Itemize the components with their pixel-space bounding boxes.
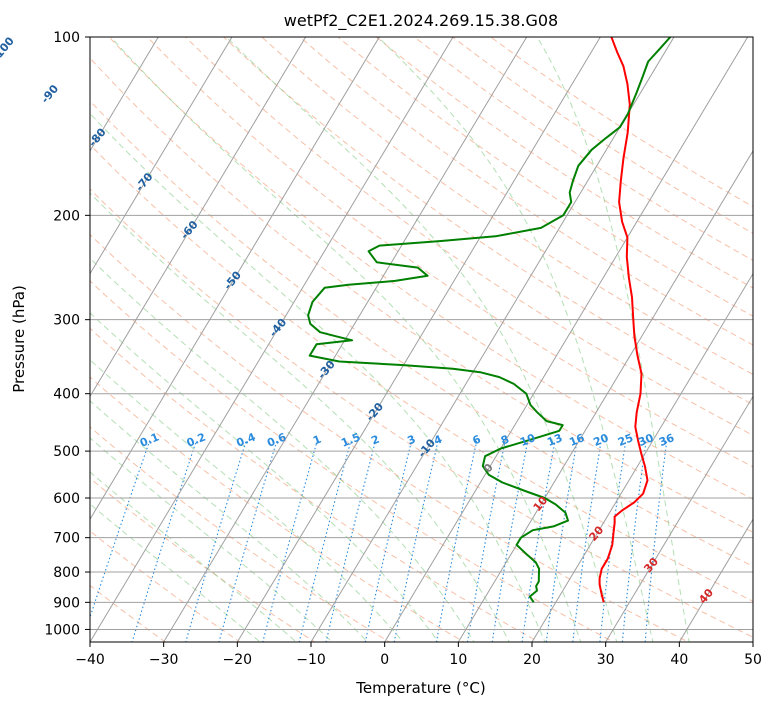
- mixing-ratio-line: [262, 440, 318, 642]
- x-tick-label: 40: [670, 652, 688, 668]
- moist-adiabat: [90, 312, 440, 642]
- x-axis: −40 −30 −20 −10 0 10 20 30 40 50: [75, 642, 762, 668]
- isotherm-line: [531, 272, 753, 642]
- isotherm-line: [310, 37, 675, 642]
- dewpoint-line: [307, 37, 672, 603]
- mixing-ratio-label: 36: [657, 431, 676, 449]
- y-tick-label: 300: [53, 313, 80, 329]
- dry-adiabat: [90, 376, 466, 642]
- isotherm-line: [678, 518, 753, 642]
- y-tick-label: 600: [53, 491, 80, 507]
- x-tick-label: −10: [296, 652, 326, 668]
- mixing-ratio-label: 20: [591, 431, 610, 449]
- isotherm-line: [90, 37, 380, 521]
- isotherm-line: [236, 37, 601, 642]
- dry-adiabat: [90, 584, 167, 642]
- isotherm-line: [90, 37, 454, 642]
- mixing-ratio-line: [218, 440, 278, 642]
- mixing-ratio-label: 10: [518, 431, 537, 449]
- isotherm-line: [90, 37, 233, 275]
- moist-adiabat: [90, 471, 298, 642]
- isotherm-line: [90, 37, 307, 398]
- dry-adiabat: [90, 477, 316, 642]
- isotherm-line: [90, 37, 159, 152]
- moist-adiabat: [90, 112, 546, 642]
- isotherm-line: [605, 395, 753, 642]
- x-tick-label: 0: [380, 652, 389, 668]
- dry-adiabat: [337, 37, 753, 317]
- x-tick-label: 50: [744, 652, 762, 668]
- temperature-line: [598, 37, 649, 603]
- mixing-ratio-line: [298, 440, 352, 642]
- dry-adiabat: [90, 426, 391, 642]
- dry-adiabat: [90, 188, 753, 638]
- dry-adiabat: [184, 37, 753, 436]
- dry-adiabat: [90, 57, 753, 533]
- isotherm-line: [163, 37, 528, 642]
- isotherm-line: [384, 37, 749, 642]
- y-tick-label: 200: [53, 208, 80, 224]
- x-tick-label: 20: [523, 652, 541, 668]
- dry-adiabat: [90, 233, 690, 642]
- mixing-ratio-line: [621, 440, 647, 642]
- x-tick-label: −40: [75, 652, 105, 668]
- y-tick-label: 900: [53, 595, 80, 611]
- y-axis: 100 200 300 400 500 600 700 800 900 1000: [44, 30, 90, 638]
- mixing-ratio-label: 16: [567, 431, 586, 449]
- x-tick-label: 10: [449, 652, 467, 668]
- moist-adiabat: [225, 37, 618, 642]
- moist-adiabat: [110, 37, 582, 642]
- plot-grid: [90, 37, 753, 642]
- y-axis-title: Pressure (hPa): [10, 285, 28, 393]
- moist-adiabat: [90, 192, 510, 642]
- mixing-ratio-line: [599, 440, 627, 642]
- dry-adiabat: [90, 143, 753, 602]
- y-tick-label: 800: [53, 565, 80, 581]
- moist-adiabat: [90, 437, 333, 642]
- y-tick-label: 700: [53, 531, 80, 547]
- dry-adiabat: [90, 530, 241, 642]
- y-tick-label: 1000: [44, 622, 80, 638]
- plot-marks: [307, 37, 672, 603]
- mixing-ratio-line: [131, 440, 197, 642]
- mixing-ratio-line: [644, 440, 668, 642]
- y-tick-label: 500: [53, 444, 80, 460]
- dry-adiabat: [90, 100, 753, 567]
- mixing-ratio-label: 8: [499, 433, 511, 448]
- plot-frame: [89, 36, 754, 643]
- mixing-ratio-line: [521, 440, 556, 642]
- mixing-ratio-label: 1: [311, 433, 323, 448]
- y-tick-label: 400: [53, 387, 80, 403]
- mixing-ratio-label: 30: [636, 431, 655, 449]
- mixing-ratio-label: 13: [545, 431, 564, 449]
- moist-adiabat: [536, 37, 690, 642]
- moist-adiabat: [90, 503, 262, 642]
- x-tick-label: −30: [149, 652, 179, 668]
- x-axis-title: Temperature (°C): [355, 679, 485, 697]
- x-tick-label: 30: [597, 652, 615, 668]
- mixing-ratio-line: [90, 440, 151, 619]
- mixing-ratio-label: 2: [369, 433, 381, 448]
- moist-adiabat: [90, 400, 369, 642]
- dry-adiabat: [222, 37, 753, 406]
- mixing-ratio-line: [572, 440, 602, 642]
- x-tick-label: −20: [223, 652, 253, 668]
- mixing-ratio-line: [545, 440, 578, 642]
- y-tick-label: 100: [53, 30, 80, 46]
- moist-adiabat: [90, 359, 404, 642]
- mixing-ratio-label: 25: [616, 431, 635, 449]
- mixing-ratio-label: 3: [405, 433, 417, 448]
- chart-title: wetPf2_C2E1.2024.269.15.38.G08: [284, 11, 558, 31]
